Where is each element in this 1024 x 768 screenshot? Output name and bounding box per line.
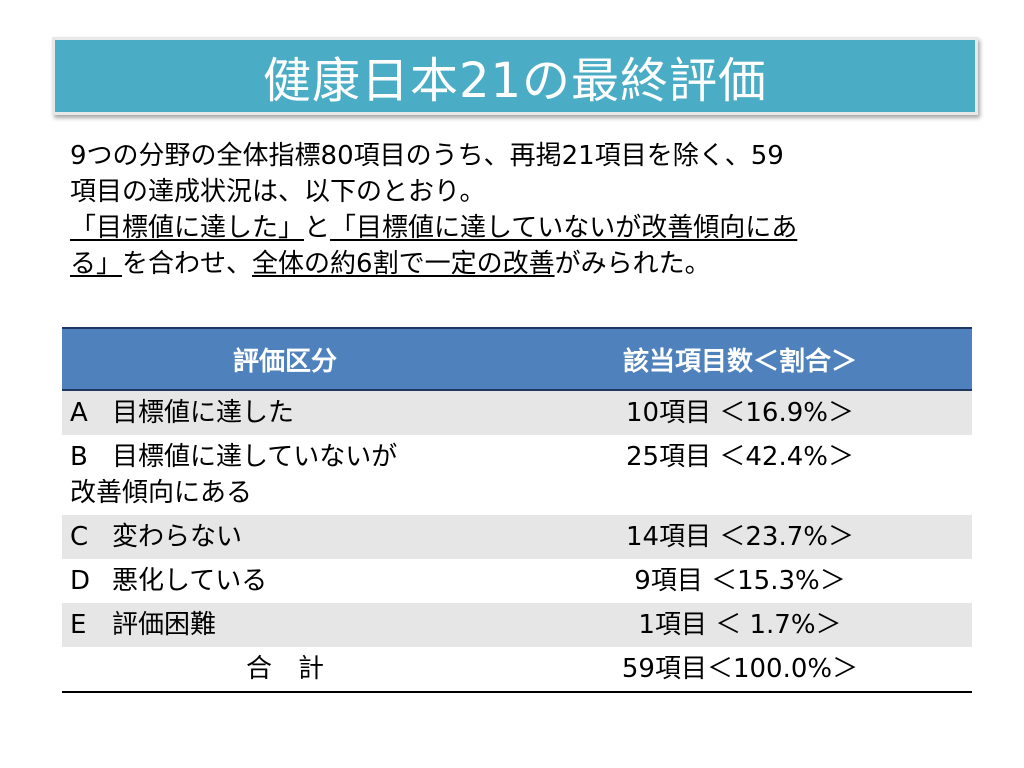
table-row: A 目標値に達した 10項目 ＜16.9%＞ bbox=[62, 390, 972, 435]
intro-conjunction: と bbox=[304, 213, 331, 243]
intro-line-4: る」を合わせ、全体の約6割で一定の改善がみられた。 bbox=[70, 246, 960, 282]
header-count: 該当項目数＜割合＞ bbox=[508, 327, 972, 391]
table-row: D 悪化している 9項目 ＜15.3%＞ bbox=[62, 559, 972, 603]
evaluation-table: 評価区分 該当項目数＜割合＞ A 目標値に達した 10項目 ＜16.9%＞ B 目標… bbox=[62, 327, 972, 693]
page-title: 健康日本21の最終評価 bbox=[262, 53, 768, 109]
row-letter: C bbox=[70, 522, 89, 552]
table-header-row: 評価区分 該当項目数＜割合＞ bbox=[62, 327, 972, 391]
intro-quote-2a: 「目標値に達していないが改善傾向にあ bbox=[330, 213, 798, 243]
total-label: 合 計 bbox=[62, 647, 508, 693]
row-label: 悪化している bbox=[112, 566, 268, 596]
intro-text: 9つの分野の全体指標80項目のうち、再掲21項目を除く、59 項目の達成状況は、… bbox=[70, 138, 960, 282]
row-label: 目標値に達していないが bbox=[112, 442, 398, 472]
header-category: 評価区分 bbox=[62, 327, 508, 391]
table-row: E 評価困難 1項目 ＜ 1.7%＞ bbox=[62, 603, 972, 647]
row-value: 14項目 ＜23.7%＞ bbox=[508, 515, 972, 559]
table-row: B 目標値に達していないが改善傾向にある 25項目 ＜42.4%＞ bbox=[62, 435, 972, 515]
row-label-continued: 改善傾向にある bbox=[70, 478, 253, 508]
row-category: D 悪化している bbox=[62, 559, 508, 603]
row-letter: A bbox=[70, 398, 88, 428]
intro-quote-1: 「目標値に達した」 bbox=[70, 213, 305, 243]
row-category: B 目標値に達していないが改善傾向にある bbox=[62, 435, 508, 515]
intro-ending: がみられた。 bbox=[554, 249, 711, 279]
intro-line-3: 「目標値に達した」と「目標値に達していないが改善傾向にあ bbox=[70, 210, 960, 246]
row-value: 25項目 ＜42.4%＞ bbox=[626, 442, 854, 472]
intro-line-2: 項目の達成状況は、以下のとおり。 bbox=[70, 177, 486, 207]
total-value: 59項目＜100.0%＞ bbox=[508, 647, 972, 693]
intro-quote-2b: る」 bbox=[70, 249, 123, 279]
row-value: 10項目 ＜16.9%＞ bbox=[508, 390, 972, 435]
row-label: 評価困難 bbox=[112, 610, 217, 640]
title-banner: 健康日本21の最終評価 bbox=[52, 37, 978, 115]
row-letter: B bbox=[70, 442, 88, 472]
row-label: 変わらない bbox=[112, 522, 243, 552]
intro-emphasis: 全体の約6割で一定の改善 bbox=[252, 249, 555, 279]
table-total-row: 合 計 59項目＜100.0%＞ bbox=[62, 647, 972, 693]
row-category: E 評価困難 bbox=[62, 603, 508, 647]
row-value: 9項目 ＜15.3%＞ bbox=[634, 566, 846, 596]
table-row: C 変わらない 14項目 ＜23.7%＞ bbox=[62, 515, 972, 559]
row-value: 1項目 ＜ 1.7%＞ bbox=[508, 603, 972, 647]
row-letter: E bbox=[70, 610, 87, 640]
row-category: A 目標値に達した bbox=[62, 390, 508, 435]
intro-combine-text: を合わせ、 bbox=[122, 249, 253, 279]
row-label: 目標値に達した bbox=[112, 398, 295, 428]
row-letter: D bbox=[70, 566, 91, 596]
intro-line-1: 9つの分野の全体指標80項目のうち、再掲21項目を除く、59 bbox=[70, 141, 784, 171]
row-category: C 変わらない bbox=[62, 515, 508, 559]
